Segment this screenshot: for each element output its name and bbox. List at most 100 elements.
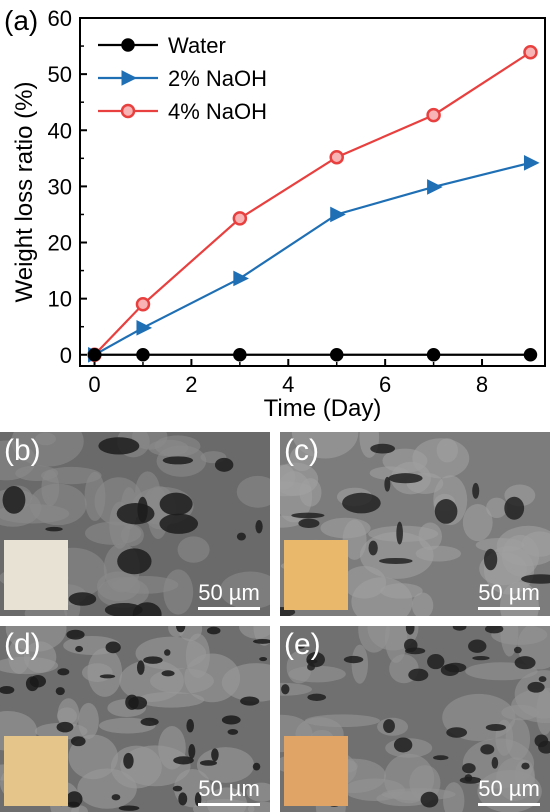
- scale-bar-label-d: 50 µm: [198, 776, 260, 801]
- sem-pore: [393, 737, 413, 753]
- series-line-2: [93, 51, 532, 356]
- legend-marker-1: [121, 70, 138, 86]
- sem-ridge: [501, 704, 540, 721]
- panel-label-d: (d): [4, 628, 41, 661]
- sem-ridge: [120, 745, 191, 787]
- point-s1-5: [523, 155, 540, 171]
- panel-label-b: (b): [4, 434, 41, 467]
- sem-ridge: [41, 469, 60, 506]
- y-axis-label: Weight loss ratio (%): [11, 82, 38, 303]
- legend-label-2: 4% NaOH: [168, 99, 267, 124]
- sem-pore: [472, 656, 490, 661]
- sem-pore: [483, 548, 498, 571]
- point-s0-0: [87, 348, 102, 362]
- sem-pore: [136, 660, 145, 675]
- sem-pore: [307, 663, 315, 671]
- scale-bar-line-d: [198, 803, 260, 806]
- series-line-1: [93, 161, 531, 356]
- sem-pore: [118, 805, 140, 811]
- sem-ridge: [163, 569, 194, 615]
- sem-pore: [159, 513, 199, 534]
- sem-pore: [255, 519, 263, 534]
- sem-pore: [70, 736, 86, 747]
- sample-photo-inset-c: [284, 540, 348, 610]
- weight-loss-chart: (a) 0 10 20 30 40 50 60 0 2 4 6 8 Time (Day) Weight l…: [4, 5, 546, 422]
- sem-pore: [388, 473, 423, 484]
- sem-pore: [188, 744, 196, 759]
- sem-ridge: [148, 439, 189, 457]
- sem-ridge: [443, 782, 465, 812]
- sem-pore: [143, 656, 163, 664]
- sem-ridge: [0, 440, 36, 481]
- sem-pore: [433, 755, 449, 761]
- sem-pore: [259, 656, 268, 662]
- sem-ridge: [236, 475, 270, 508]
- sem-pore: [211, 748, 219, 762]
- x-tick-label-4: 4: [282, 372, 294, 397]
- scale-bar-e: 50 µm: [478, 777, 540, 806]
- sem-ridge: [177, 536, 210, 563]
- sem-pore: [281, 684, 290, 695]
- sem-pore: [298, 518, 320, 529]
- x-axis-label: Time (Day): [264, 395, 382, 422]
- sem-ridge: [185, 633, 210, 679]
- sem-pore: [427, 654, 445, 670]
- sem-pore: [66, 801, 80, 808]
- sem-pore: [472, 482, 480, 499]
- sem-ridge: [514, 759, 535, 791]
- sem-texture-d: [0, 626, 270, 812]
- sem-ridge: [82, 663, 113, 682]
- sem-pore: [178, 792, 188, 806]
- y-tick-label-30: 30: [48, 174, 72, 199]
- sem-pore: [370, 443, 395, 454]
- sem-ridge: [409, 765, 441, 801]
- scale-bar-label-c: 50 µm: [478, 580, 540, 605]
- point-s0-4: [426, 348, 441, 362]
- point-s2-1: [135, 297, 151, 312]
- sem-pore: [56, 721, 74, 733]
- x-tick-label-6: 6: [379, 372, 391, 397]
- sem-ridge: [246, 782, 270, 802]
- point-s1-2: [233, 270, 249, 287]
- point-s1-3: [330, 206, 346, 223]
- sem-ridge: [35, 432, 56, 446]
- x-tick-label-8: 8: [476, 372, 488, 397]
- sem-pore: [408, 668, 429, 682]
- x-tick-label-2: 2: [185, 372, 197, 397]
- sem-ridge: [380, 583, 423, 599]
- sem-ridge: [411, 592, 434, 616]
- sem-pore: [343, 655, 364, 664]
- y-tick-label-0: 0: [60, 343, 72, 368]
- sem-pore: [514, 656, 536, 670]
- sem-pore: [194, 792, 202, 807]
- sem-pore: [227, 728, 239, 735]
- sem-pore: [527, 681, 545, 693]
- sem-pore: [462, 763, 476, 774]
- y-tick-label-40: 40: [48, 118, 72, 143]
- sem-pore: [538, 740, 550, 754]
- sem-ridge: [351, 644, 369, 684]
- sem-pore: [68, 592, 97, 606]
- sem-pore: [513, 646, 522, 654]
- sem-pore: [111, 794, 121, 801]
- sample-photo-inset-b: [4, 540, 68, 610]
- sem-ridge: [56, 707, 77, 725]
- sem-panel-b: (b) 50 µm: [0, 432, 270, 616]
- panel-label-e: (e): [284, 628, 321, 661]
- sem-ridge: [219, 571, 270, 610]
- y-tick-label-50: 50: [48, 62, 72, 87]
- sem-pore: [464, 774, 473, 782]
- scale-bar-line-c: [478, 607, 540, 610]
- sem-pore: [396, 521, 403, 545]
- sem-pore: [199, 760, 217, 766]
- point-s0-1: [136, 348, 150, 362]
- y-tick-label-10: 10: [48, 287, 72, 312]
- sem-pore: [446, 727, 468, 738]
- sem-pore: [444, 662, 467, 673]
- sem-pore: [291, 512, 325, 519]
- sem-pore: [140, 717, 159, 726]
- sem-pore: [480, 744, 495, 755]
- sem-pore: [117, 548, 152, 575]
- plot-frame: [79, 17, 546, 367]
- sem-pore: [66, 629, 85, 640]
